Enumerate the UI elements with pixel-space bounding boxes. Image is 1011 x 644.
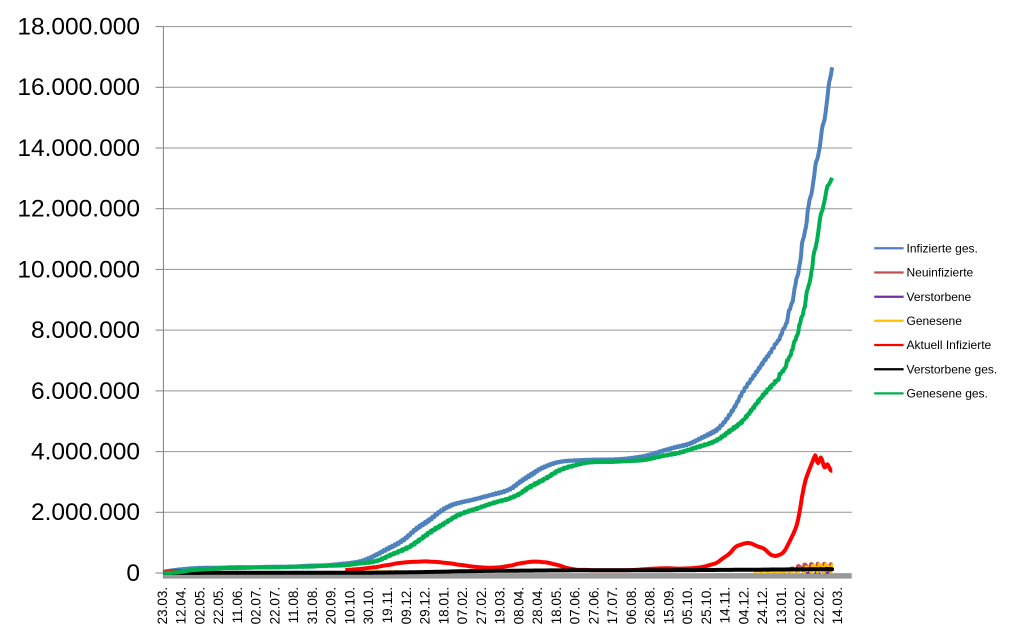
svg-text:18.01.: 18.01. (436, 587, 451, 625)
svg-text:18.000.000: 18.000.000 (17, 14, 140, 41)
svg-text:22.02.: 22.02. (812, 587, 827, 625)
svg-text:18.05.: 18.05. (549, 587, 564, 625)
svg-text:07.02.: 07.02. (455, 587, 470, 625)
svg-text:Genesene: Genesene (907, 314, 963, 328)
svg-text:30.10.: 30.10. (361, 587, 376, 625)
svg-text:29.12.: 29.12. (418, 587, 433, 625)
svg-text:14.000.000: 14.000.000 (17, 135, 140, 162)
svg-text:6.000.000: 6.000.000 (31, 378, 140, 405)
svg-text:25.10.: 25.10. (699, 587, 714, 625)
svg-text:26.08.: 26.08. (643, 587, 658, 625)
svg-text:20.09.: 20.09. (324, 587, 339, 625)
svg-text:14.03.: 14.03. (830, 587, 845, 625)
svg-text:4.000.000: 4.000.000 (31, 439, 140, 466)
svg-text:09.12.: 09.12. (399, 587, 414, 625)
svg-text:11.06.: 11.06. (230, 587, 245, 624)
svg-text:Genesene ges.: Genesene ges. (907, 387, 988, 401)
svg-text:04.12.: 04.12. (736, 587, 751, 625)
svg-text:27.06.: 27.06. (586, 587, 601, 625)
svg-text:02.02.: 02.02. (793, 587, 808, 625)
svg-text:23.03.: 23.03. (155, 587, 170, 625)
svg-text:22.05.: 22.05. (211, 587, 226, 625)
svg-text:27.02.: 27.02. (474, 587, 489, 625)
svg-text:11.08.: 11.08. (286, 587, 301, 624)
svg-text:12.000.000: 12.000.000 (17, 196, 140, 223)
svg-text:Neuinfizierte: Neuinfizierte (907, 266, 974, 280)
svg-text:12.04.: 12.04. (174, 587, 189, 625)
svg-text:02.05.: 02.05. (192, 587, 207, 625)
svg-text:15.09.: 15.09. (661, 587, 676, 625)
svg-text:16.000.000: 16.000.000 (17, 74, 140, 101)
svg-text:08.04.: 08.04. (511, 587, 526, 625)
svg-text:Infizierte ges.: Infizierte ges. (907, 242, 978, 256)
svg-text:13.01.: 13.01. (774, 587, 789, 625)
svg-text:19.11.: 19.11. (380, 587, 395, 624)
svg-text:19.03.: 19.03. (493, 587, 508, 625)
svg-text:02.07.: 02.07. (249, 587, 264, 625)
svg-text:10.000.000: 10.000.000 (17, 256, 140, 283)
svg-text:17.07.: 17.07. (605, 587, 620, 625)
svg-text:0: 0 (126, 560, 140, 587)
svg-text:31.08.: 31.08. (305, 587, 320, 625)
svg-text:05.10.: 05.10. (680, 587, 695, 625)
svg-text:10.10.: 10.10. (343, 587, 358, 625)
svg-text:14.11.: 14.11. (718, 587, 733, 624)
svg-text:Verstorbene ges.: Verstorbene ges. (907, 362, 998, 376)
svg-text:8.000.000: 8.000.000 (31, 317, 140, 344)
svg-text:22.07.: 22.07. (268, 587, 283, 625)
svg-text:Aktuell Infizierte: Aktuell Infizierte (907, 338, 992, 352)
svg-text:24.12.: 24.12. (755, 587, 770, 625)
svg-text:07.06.: 07.06. (568, 587, 583, 625)
svg-text:2.000.000: 2.000.000 (31, 499, 140, 526)
svg-text:06.08.: 06.08. (624, 587, 639, 625)
svg-text:Verstorbene: Verstorbene (907, 290, 972, 304)
svg-text:28.04.: 28.04. (530, 587, 545, 625)
